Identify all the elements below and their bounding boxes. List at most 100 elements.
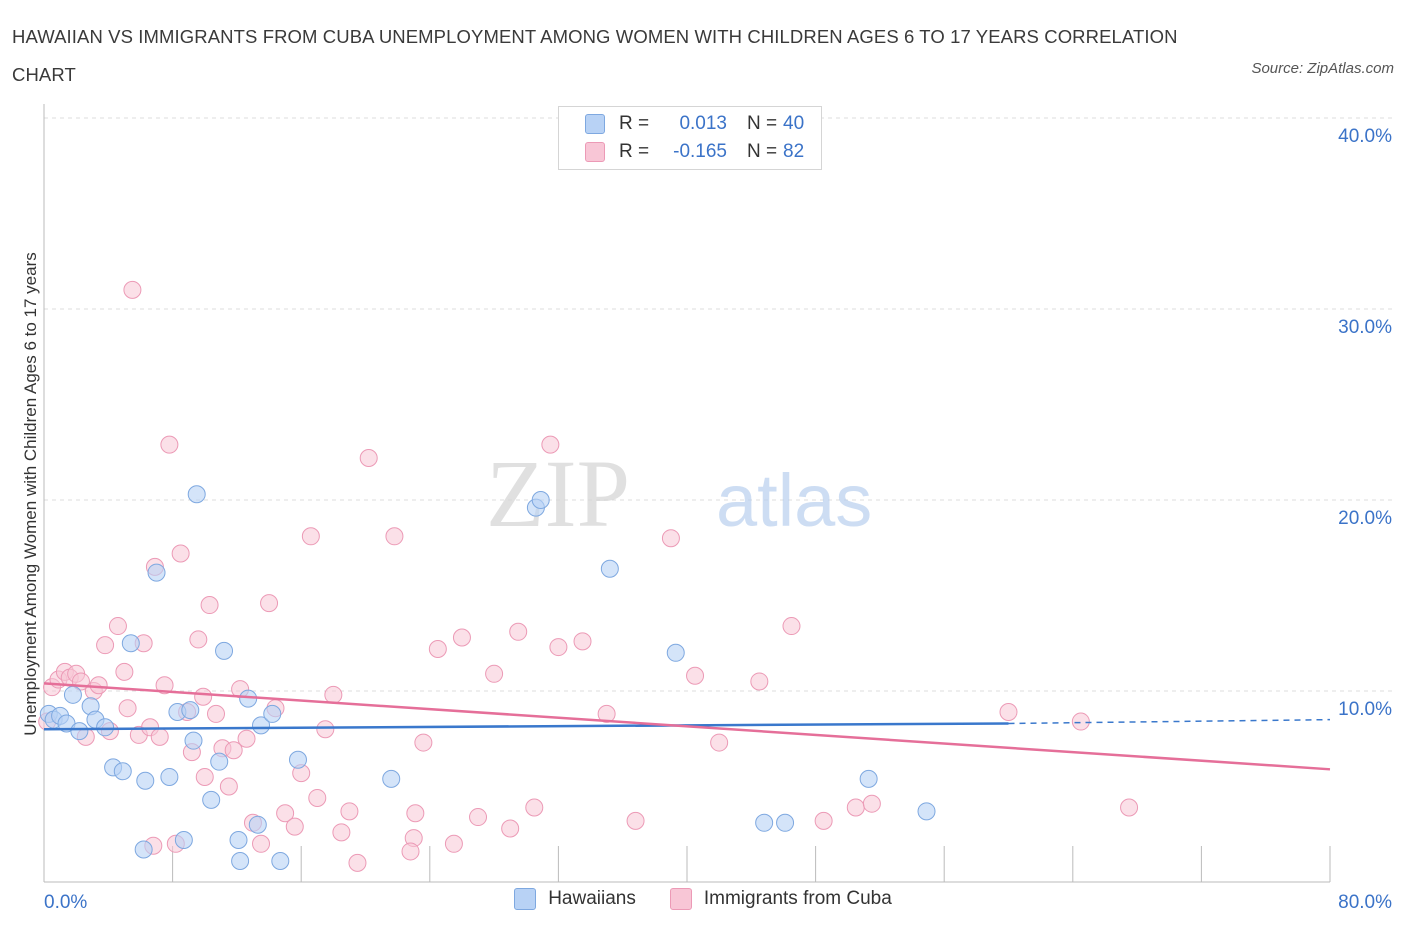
x-tick-label-min: 0.0% (44, 892, 87, 913)
hawaiians-legend-swatch (514, 888, 537, 910)
cuba-point-63 (597, 704, 616, 723)
cuba-point-69 (782, 617, 801, 636)
y-axis-label: Unemployment Among Women with Children A… (21, 252, 40, 736)
cuba-point-47 (332, 823, 351, 842)
cuba-point-75 (1120, 798, 1139, 817)
cuba-point-81 (501, 819, 520, 838)
cuba-point-54 (428, 639, 447, 658)
hawaiians-point-32 (382, 769, 401, 788)
watermark-atlas: atlas (716, 459, 872, 542)
hawaiians-legend-label: Hawaiians (548, 888, 636, 909)
cuba-point-78 (406, 804, 425, 823)
cuba-legend-swatch (669, 888, 692, 910)
cuba-point-28 (194, 687, 213, 706)
hawaiians-point-20 (187, 485, 206, 504)
series-legend: Hawaiians Immigrants from Cuba (0, 888, 1406, 910)
hawaiians-point-21 (202, 790, 221, 809)
correlation-legend: R = 0.013 N = 40 R = -0.165 N = 82 (558, 106, 822, 170)
cuba-point-37 (252, 834, 271, 853)
hawaiians-point-19 (184, 731, 203, 750)
hawaiians-point-13 (136, 771, 155, 790)
n-value-cuba: 82 (783, 141, 805, 162)
cuba-point-76 (401, 842, 420, 861)
cuba-point-13 (115, 662, 134, 681)
hawaiians-point-35 (600, 559, 619, 578)
r-value-cuba: -0.165 (673, 141, 727, 162)
y-tick-label-40: 40.0% (1338, 126, 1392, 147)
tick-labels: 10.0% 20.0% 30.0% 40.0% 0.0% 80.0% (44, 126, 1392, 913)
cuba-point-24 (171, 544, 190, 563)
x-tick-label-max: 80.0% (1338, 892, 1392, 913)
cuba-point-61 (549, 638, 568, 657)
cuba-point-56 (452, 628, 471, 647)
hawaiians-point-39 (859, 769, 878, 788)
cuba-point-10 (96, 636, 115, 655)
hawaiians-point-37 (755, 813, 774, 832)
hawaiians-point-24 (229, 830, 248, 849)
cuba-point-68 (750, 672, 769, 691)
cuba-point-40 (276, 804, 295, 823)
cuba-point-15 (123, 280, 142, 299)
cuba-point-9 (89, 676, 108, 695)
trend-lines (43, 682, 1331, 771)
cuba-point-12 (108, 617, 127, 636)
cuba-point-67 (710, 733, 729, 752)
cuba-point-48 (340, 802, 359, 821)
y-tick-label-30: 30.0% (1338, 317, 1392, 338)
hawaiians-point-40 (917, 802, 936, 821)
chart-title: HAWAIIAN VS IMMIGRANTS FROM CUBA UNEMPLO… (12, 26, 1178, 85)
axes (43, 104, 1331, 883)
cuba-point-35 (237, 729, 256, 748)
legend-item-cuba: Immigrants from Cuba (669, 888, 892, 910)
hawaiians-point-18 (181, 701, 200, 720)
hawaiians-point-12 (134, 840, 153, 859)
cuba-point-64 (626, 811, 645, 830)
hawaiians-point-22 (210, 752, 229, 771)
cuba-point-66 (686, 666, 705, 685)
hawaiians-point-30 (271, 851, 290, 870)
gridlines (44, 117, 1392, 692)
legend-row-hawaiians: R = 0.013 N = 40 (585, 112, 804, 136)
legend-item-hawaiians: Hawaiians (514, 888, 636, 910)
cuba-swatch (585, 142, 605, 162)
cuba-point-32 (219, 777, 238, 796)
hawaiians-point-23 (215, 641, 234, 660)
hawaiians-point-36 (666, 643, 685, 662)
n-label: N = (747, 141, 778, 162)
cuba-trend-line (43, 682, 1331, 771)
source-label: Source: ZipAtlas.com (1251, 60, 1394, 77)
hawaiians-point-5 (70, 722, 89, 741)
cuba-point-74 (1071, 712, 1090, 731)
hawaiians-point-17 (174, 830, 193, 849)
cuba-point-21 (155, 676, 174, 695)
hawaiians-trend-line (43, 722, 1009, 731)
cuba-point-29 (200, 596, 219, 615)
cuba-point-53 (414, 733, 433, 752)
cuba-point-77 (469, 808, 488, 827)
cuba-point-45 (316, 720, 335, 739)
cuba-point-50 (359, 448, 378, 467)
cuba-point-49 (348, 853, 367, 872)
cuba-point-33 (224, 741, 243, 760)
hawaiians-point-14 (147, 563, 166, 582)
cuba-point-43 (301, 527, 320, 546)
cuba-legend-label: Immigrants from Cuba (703, 888, 892, 909)
hawaiians-point-31 (288, 750, 307, 769)
cuba-point-65 (661, 529, 680, 548)
hawaiians-point-25 (231, 851, 250, 870)
cuba-point-71 (846, 798, 865, 817)
hawaiians-point-27 (248, 815, 267, 834)
cuba-point-79 (195, 767, 214, 786)
cuba-point-73 (999, 703, 1018, 722)
cuba-point-55 (444, 834, 463, 853)
hawaiians-point-11 (121, 634, 140, 653)
hawaiians-trend-extension (1008, 718, 1331, 725)
cuba-point-14 (118, 699, 137, 718)
cuba-point-46 (324, 685, 343, 704)
cuba-point-58 (509, 622, 528, 641)
hawaiians-point-4 (63, 685, 82, 704)
watermark: ZIP atlas (486, 440, 872, 547)
hawaiians-point-10 (113, 762, 132, 781)
hawaiians-point-15 (160, 767, 179, 786)
